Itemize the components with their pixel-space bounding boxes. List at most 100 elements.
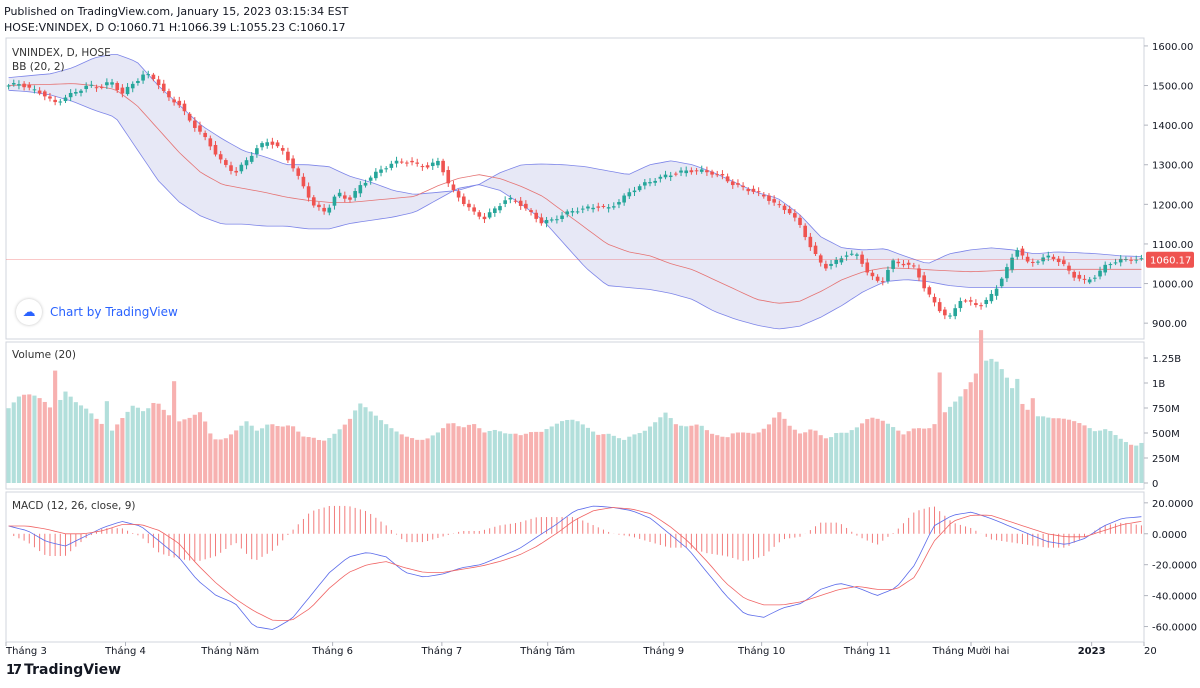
candle-body bbox=[487, 212, 492, 218]
candle-body bbox=[94, 87, 99, 89]
volume-bar bbox=[653, 422, 658, 483]
candle-body bbox=[441, 160, 445, 173]
candle-body bbox=[818, 255, 823, 263]
time-axis-label: Tháng 10 bbox=[737, 645, 785, 657]
candle-body bbox=[1093, 277, 1097, 279]
candle-body bbox=[198, 125, 202, 132]
volume-axis-label: 750M bbox=[1152, 404, 1180, 415]
candle-body bbox=[498, 206, 502, 211]
bb-upper-line bbox=[8, 54, 1142, 264]
candle-body bbox=[1082, 278, 1087, 280]
candle-body bbox=[979, 305, 983, 307]
volume-bar bbox=[37, 398, 42, 483]
candle-body bbox=[255, 148, 259, 155]
candle-body bbox=[1077, 274, 1082, 279]
volume-bar bbox=[591, 431, 596, 483]
candle-body bbox=[777, 204, 782, 206]
volume-bar bbox=[218, 439, 223, 483]
volume-bar bbox=[942, 412, 947, 483]
volume-bar bbox=[668, 418, 673, 483]
pane-frame-1 bbox=[5, 341, 1145, 490]
candle-body bbox=[84, 85, 88, 90]
volume-bar bbox=[616, 438, 622, 483]
volume-bar bbox=[1128, 444, 1134, 483]
candles-group bbox=[6, 70, 1144, 320]
candle-body bbox=[1015, 250, 1020, 257]
volume-bar bbox=[854, 427, 859, 483]
volume-bar bbox=[544, 429, 549, 483]
candle-body bbox=[229, 165, 233, 171]
candle-body bbox=[363, 182, 368, 186]
volume-bar bbox=[332, 433, 337, 483]
tradingview-logo[interactable]: 17 TradingView bbox=[6, 662, 121, 678]
candle-body bbox=[560, 215, 564, 219]
volume-bar bbox=[901, 434, 906, 483]
volume-axis-label: 250M bbox=[1152, 454, 1180, 465]
volume-bar bbox=[834, 433, 839, 483]
volume-bar bbox=[6, 408, 11, 483]
volume-bar bbox=[234, 430, 239, 483]
candle-body bbox=[6, 85, 11, 87]
candle-body bbox=[767, 195, 771, 201]
candle-body bbox=[705, 170, 709, 173]
candle-body bbox=[115, 82, 120, 91]
volume-bar bbox=[885, 423, 891, 483]
price-axis-label: 1400.00 bbox=[1152, 121, 1193, 132]
volume-bar bbox=[109, 430, 115, 483]
volume-axis-label: 1.25B bbox=[1152, 354, 1181, 365]
candle-body bbox=[741, 185, 745, 188]
volume-bar bbox=[327, 438, 332, 483]
candle-body bbox=[249, 155, 254, 162]
volume-bar bbox=[280, 426, 285, 483]
volume-bar bbox=[1082, 425, 1087, 483]
candle-body bbox=[637, 186, 642, 191]
volume-bar bbox=[337, 429, 342, 483]
candle-body bbox=[922, 275, 926, 289]
volume-bar bbox=[539, 431, 544, 483]
volume-bar bbox=[1066, 419, 1072, 483]
candle-body bbox=[943, 309, 947, 316]
volume-bar bbox=[342, 424, 347, 483]
volume-bar bbox=[275, 426, 280, 483]
volume-bar bbox=[239, 425, 244, 483]
candle-body bbox=[989, 293, 994, 302]
macd-histogram-group bbox=[13, 505, 1142, 562]
volume-bar bbox=[808, 429, 813, 483]
candle-body bbox=[348, 197, 352, 200]
volume-bar bbox=[78, 405, 84, 483]
candle-body bbox=[927, 287, 932, 295]
volume-bar bbox=[254, 430, 259, 483]
volume-bar bbox=[968, 382, 973, 483]
candle-body bbox=[694, 170, 699, 172]
candle-body bbox=[611, 206, 616, 208]
volume-bar bbox=[1025, 409, 1030, 483]
volume-bar bbox=[130, 405, 135, 483]
volume-bar bbox=[963, 389, 968, 483]
candle-body bbox=[984, 299, 989, 304]
volume-bar bbox=[492, 429, 497, 483]
volume-bar bbox=[984, 360, 989, 483]
candle-body bbox=[746, 189, 751, 192]
volume-bar bbox=[1041, 416, 1046, 483]
volume-bar bbox=[228, 434, 234, 483]
candle-body bbox=[886, 269, 890, 281]
candle-body bbox=[79, 90, 83, 93]
candle-body bbox=[11, 83, 16, 85]
volume-bar bbox=[937, 372, 942, 483]
volume-bar bbox=[161, 409, 166, 483]
volume-bar bbox=[554, 423, 559, 483]
volume-bar bbox=[606, 433, 611, 483]
candle-body bbox=[539, 217, 544, 224]
tv-logo-icon: 17 bbox=[6, 662, 22, 678]
volume-bar bbox=[1134, 445, 1139, 483]
candle-body bbox=[622, 195, 626, 203]
volume-bar bbox=[1092, 431, 1097, 483]
volume-bar bbox=[622, 439, 627, 483]
bb-band-fill bbox=[8, 54, 1142, 329]
candle-body bbox=[446, 170, 451, 184]
chart-by-tradingview-badge[interactable]: ☁ Chart by TradingView bbox=[16, 298, 178, 326]
candle-body bbox=[105, 82, 109, 86]
candle-body bbox=[824, 263, 828, 269]
candle-body bbox=[374, 171, 378, 179]
